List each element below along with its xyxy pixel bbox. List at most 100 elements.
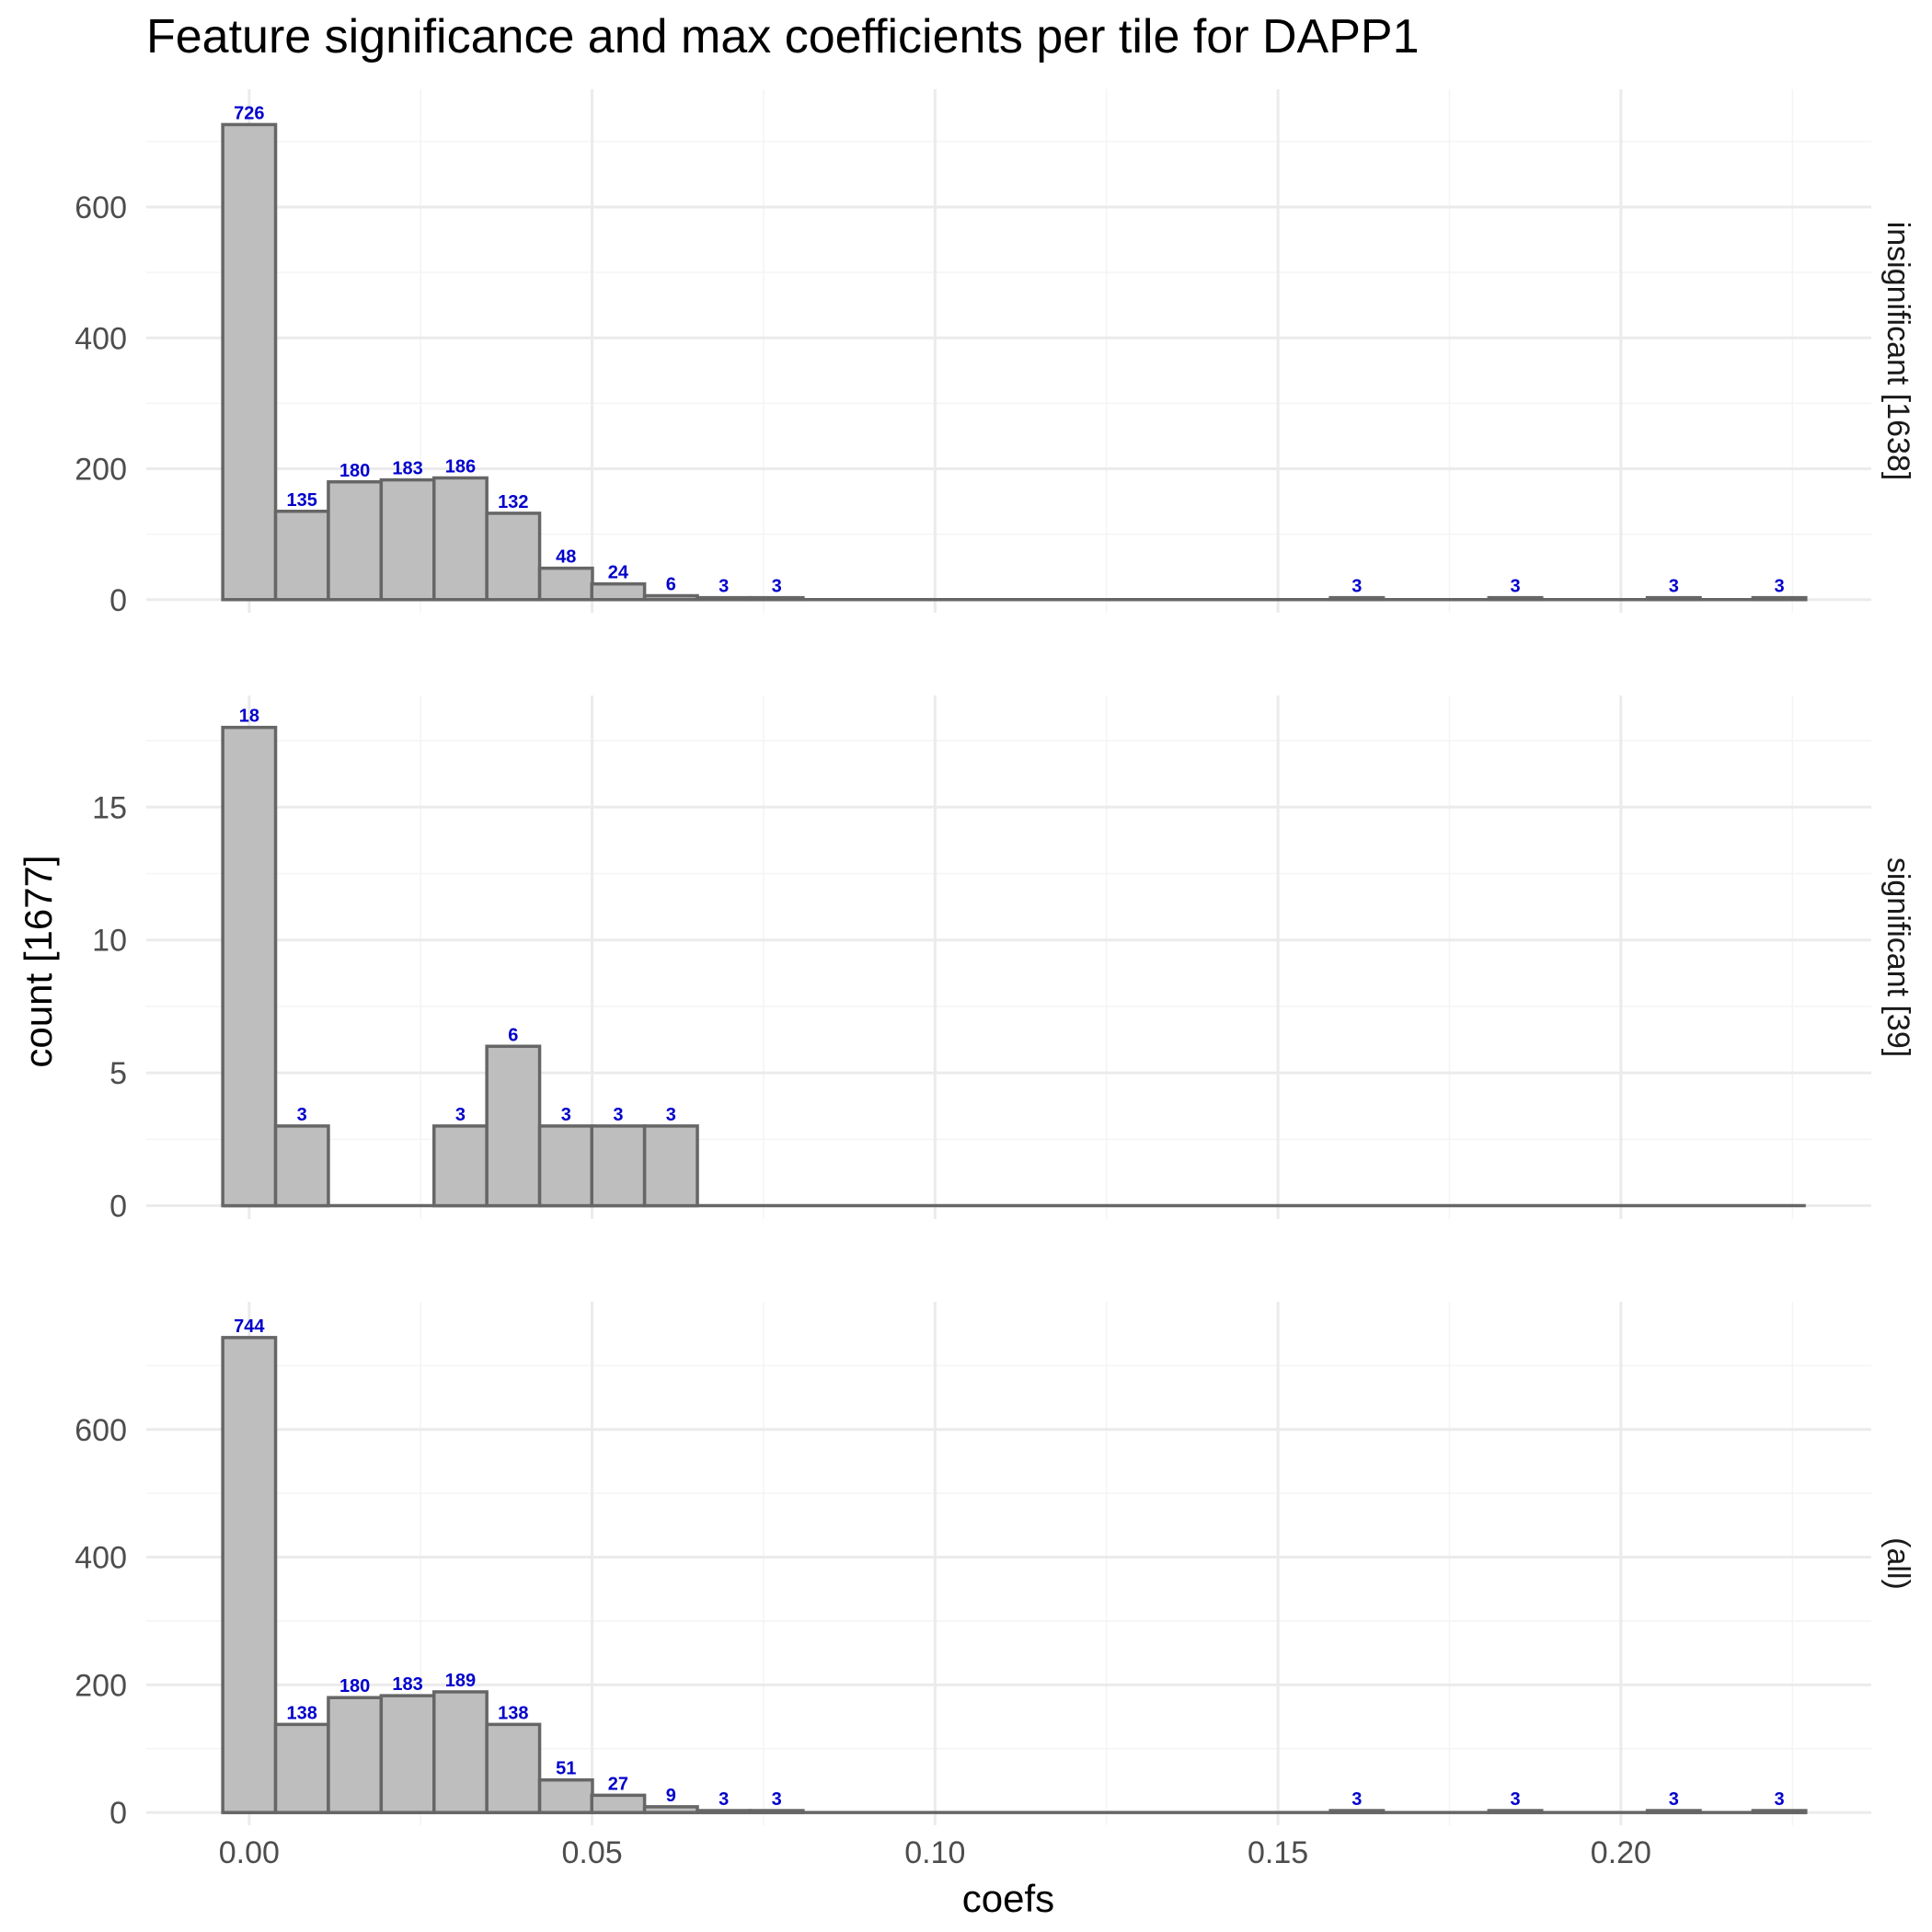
bar-value-label: 183 [392,1674,422,1695]
facet-strip-label: significant [39] [1880,857,1915,1057]
y-tick-label: 200 [75,1668,127,1703]
histogram-bar [642,593,699,602]
histogram-bar [696,1809,753,1814]
histogram-bar [748,595,805,602]
bar-value-label: 3 [1669,577,1679,597]
bar-value-label: 744 [234,1317,265,1337]
bar-value-label: 726 [234,103,264,123]
bar-value-label: 3 [297,1105,307,1125]
y-tick-label: 10 [92,924,127,959]
histogram-bar [485,512,542,602]
bar-value-label: 3 [1351,1789,1362,1810]
histogram-bar [590,581,647,602]
histogram-bar [1645,1809,1702,1814]
facet-strip-label: insignificant [1638] [1880,222,1915,481]
bar-value-label: 3 [1351,577,1362,597]
histogram-bar [748,1809,805,1814]
x-tick-label: 0.15 [1248,1835,1308,1870]
x-axis-title: coefs [962,1877,1054,1920]
bar-value-label: 9 [666,1786,676,1806]
bar-value-label: 3 [1775,577,1785,597]
histogram-bar [273,1124,330,1208]
y-tick-label: 0 [109,1796,127,1831]
histogram-bar [642,1124,699,1208]
y-tick-label: 400 [75,1541,127,1576]
histogram-bar [590,1793,647,1814]
x-tick-label: 0.00 [219,1835,280,1870]
bar-value-label: 132 [498,492,528,512]
chart-title: Feature significance and max coefficient… [146,10,1420,63]
x-axis: 0.00 0.05 0.10 0.15 0.20 [219,1835,1651,1870]
histogram-bar [1487,1809,1544,1814]
histogram-bar [327,1696,384,1814]
bar-value-label: 3 [772,577,782,597]
bar-value-label: 186 [445,456,476,477]
histogram-bar [537,1777,594,1814]
y-tick-label: 400 [75,321,127,356]
y-tick-label: 600 [75,190,127,225]
bar-value-label: 27 [608,1774,628,1794]
histogram-bar [327,480,384,602]
histogram-bar [590,1124,647,1208]
bar-value-label: 3 [719,1789,729,1810]
bar-value-label: 3 [666,1105,676,1125]
histogram-bar [1328,1809,1386,1814]
histogram-bar [273,1722,330,1814]
facet-panel: 0 5 10 15 18 3 3 6 3 3 3 significant [39] [92,696,1915,1225]
histogram-bar [379,477,436,602]
histogram-bar [221,122,278,602]
histogram-bar [221,725,278,1208]
bar-value-label: 6 [666,575,676,595]
histogram-bar [1487,595,1544,602]
histogram-bar [273,510,330,602]
bar-value-label: 135 [287,490,317,511]
y-tick-label: 5 [109,1056,127,1091]
histogram-bar [1751,595,1808,602]
histogram-bar [696,595,753,602]
bar-value-label: 3 [772,1789,782,1810]
x-tick-label: 0.10 [904,1835,965,1870]
histogram-bar [221,1336,278,1814]
histogram-bar [537,566,594,602]
histogram-bar [485,1044,542,1208]
histogram-bar [379,1694,436,1814]
x-tick-label: 0.20 [1591,1835,1651,1870]
bar-value-label: 3 [719,577,729,597]
bar-value-label: 180 [339,461,370,481]
histogram-bar [537,1124,594,1208]
bar-value-label: 24 [608,563,629,583]
histogram-bar [642,1805,699,1814]
y-tick-label: 600 [75,1413,127,1448]
bar-value-label: 3 [1669,1789,1679,1810]
facet-panel: 0 200 400 600 726 135 180 183 186 132 48 24 6 3 3 3 3 3 3 i… [75,89,1915,618]
histogram-bar [1328,595,1386,602]
bar-value-label: 18 [239,707,259,727]
histogram-bar [1751,1809,1808,1814]
histogram-bar [431,476,489,602]
bar-value-label: 3 [1511,1789,1521,1810]
bar-value-label: 3 [613,1105,623,1125]
y-tick-label: 0 [109,1190,127,1225]
bar-value-label: 6 [508,1025,518,1045]
histogram-bar [431,1124,489,1208]
y-tick-label: 200 [75,453,127,488]
bar-value-label: 3 [455,1105,466,1125]
bar-value-label: 3 [1511,577,1521,597]
bar-value-label: 180 [339,1676,370,1696]
bar-value-label: 3 [1775,1789,1785,1810]
bar-value-label: 48 [556,547,576,568]
bar-value-label: 183 [392,459,422,479]
facet-panel: 0 200 400 600 744 138 180 183 189 138 51 27 9 3 3 3 3 3 3 (… [75,1302,1915,1831]
bar-value-label: 189 [445,1671,476,1691]
histogram-bar [485,1722,542,1814]
facet-strip-label: (all) [1880,1537,1915,1590]
x-tick-label: 0.05 [561,1835,622,1870]
bar-value-label: 138 [287,1703,317,1723]
bar-value-label: 3 [561,1105,571,1125]
y-tick-label: 15 [92,790,127,825]
y-tick-label: 0 [109,583,127,618]
y-axis-title: count [1677] [17,855,60,1067]
bar-value-label: 138 [498,1703,528,1723]
